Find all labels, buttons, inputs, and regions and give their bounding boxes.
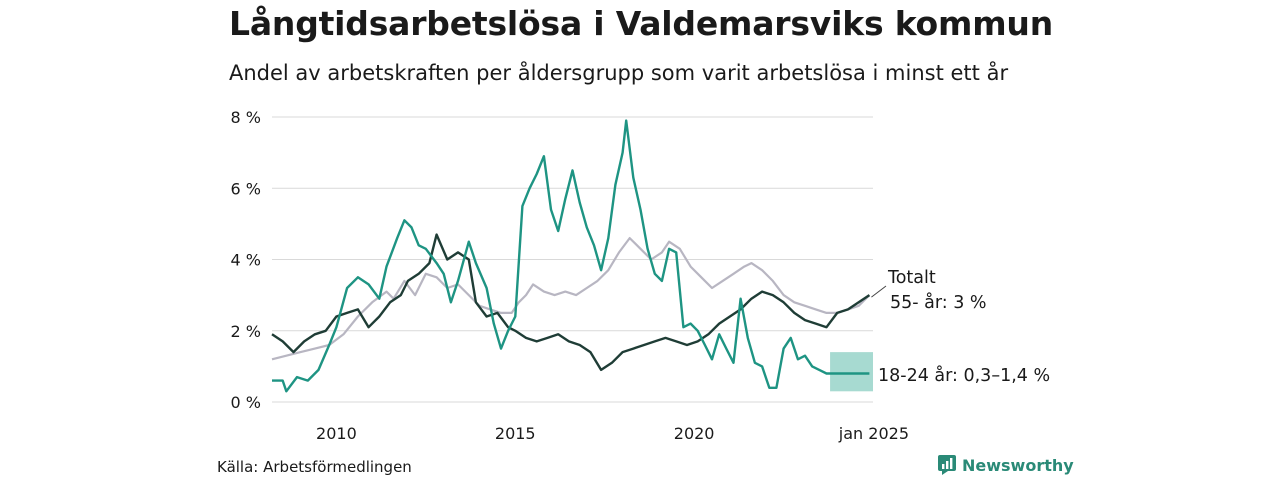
- series-label-total: Totalt: [887, 268, 936, 288]
- bar-chart-icon: [938, 455, 956, 475]
- x-axis-ticks: 2010 2015 2020 jan 2025: [316, 424, 909, 443]
- x-tick-label: jan 2025: [838, 424, 909, 443]
- x-tick-label: 2010: [316, 424, 357, 443]
- y-axis-ticks: 0 % 2 % 4 % 6 % 8 %: [231, 108, 261, 412]
- newsworthy-logo[interactable]: Newsworthy: [938, 455, 1074, 475]
- source-note: Källa: Arbetsförmedlingen: [217, 458, 412, 476]
- series-lines: [271, 119, 873, 393]
- gridlines: [272, 116, 873, 403]
- y-tick-label: 8 %: [231, 108, 261, 127]
- chart-title: Långtidsarbetslösa i Valdemarsviks kommu…: [229, 4, 1053, 43]
- series-line-age55: [271, 233, 871, 372]
- series-label-18-24: 18-24 år: 0,3–1,4 %: [878, 365, 1050, 386]
- chart-subtitle: Andel av arbetskraften per åldersgrupp s…: [229, 61, 1009, 85]
- series-line-age18_24: [272, 119, 870, 393]
- y-tick-label: 4 %: [231, 251, 261, 270]
- label-leader-total: [871, 285, 887, 298]
- x-tick-label: 2020: [674, 424, 715, 443]
- y-tick-label: 0 %: [231, 393, 261, 412]
- series-label-55: 55- år: 3 %: [890, 292, 987, 313]
- series-line-total: [271, 237, 871, 361]
- x-tick-label: 2015: [495, 424, 536, 443]
- y-tick-label: 2 %: [231, 322, 261, 341]
- uncertainty-band: [830, 352, 873, 392]
- series-labels: Totalt 55- år: 3 % 18-24 år: 0,3–1,4 %: [871, 268, 1050, 386]
- y-tick-label: 6 %: [231, 179, 261, 198]
- brand-name: Newsworthy: [962, 455, 1074, 475]
